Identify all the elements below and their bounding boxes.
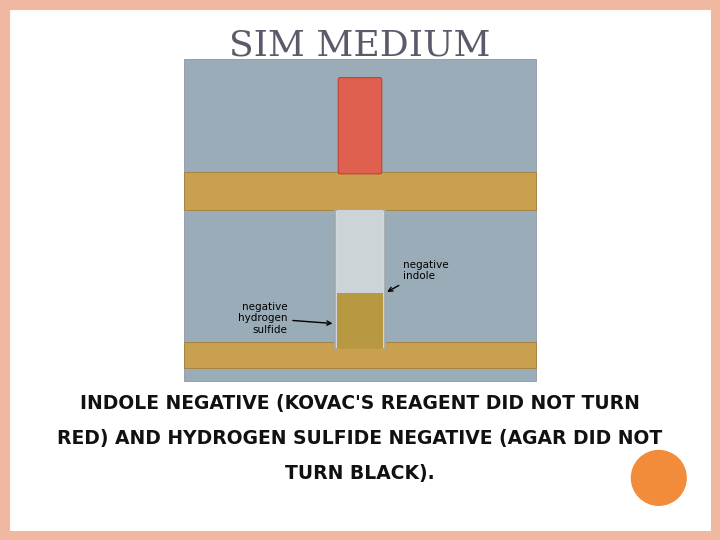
Text: SIM MEDIUM: SIM MEDIUM — [229, 28, 491, 62]
Bar — [184, 59, 536, 381]
FancyBboxPatch shape — [338, 78, 382, 174]
Circle shape — [631, 450, 686, 505]
Bar — [184, 172, 536, 211]
Bar — [184, 342, 536, 368]
Text: TURN BLACK).: TURN BLACK). — [285, 464, 435, 483]
Text: negative
hydrogen
sulfide: negative hydrogen sulfide — [238, 301, 331, 335]
Bar — [337, 293, 383, 349]
Text: RED) AND HYDROGEN SULFIDE NEGATIVE (AGAR DID NOT: RED) AND HYDROGEN SULFIDE NEGATIVE (AGAR… — [58, 429, 662, 448]
Bar — [337, 211, 383, 293]
Text: negative
indole: negative indole — [389, 260, 449, 291]
Bar — [336, 211, 384, 349]
Text: INDOLE NEGATIVE (KOVAC'S REAGENT DID NOT TURN: INDOLE NEGATIVE (KOVAC'S REAGENT DID NOT… — [80, 394, 640, 413]
